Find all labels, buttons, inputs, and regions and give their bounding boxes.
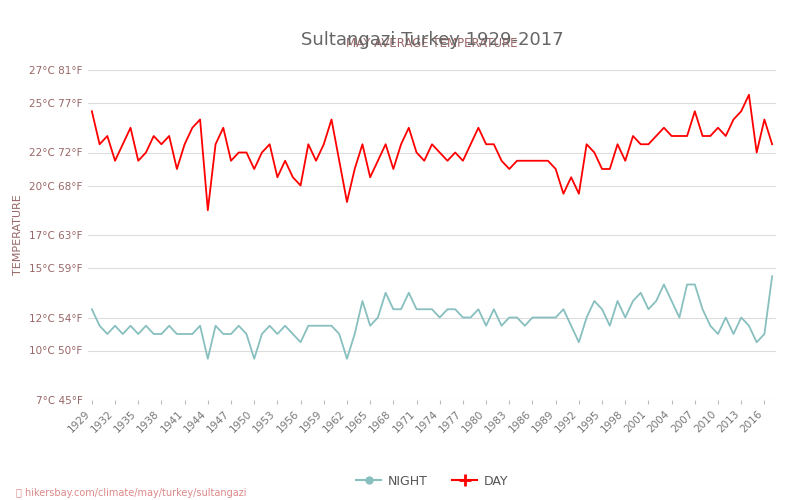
- Text: 📍 hikersbay.com/climate/may/turkey/sultangazi: 📍 hikersbay.com/climate/may/turkey/sulta…: [16, 488, 246, 498]
- Legend: NIGHT, DAY: NIGHT, DAY: [351, 470, 513, 492]
- Y-axis label: TEMPERATURE: TEMPERATURE: [14, 194, 23, 276]
- Title: Sultangazi Turkey 1929-2017: Sultangazi Turkey 1929-2017: [301, 31, 563, 49]
- Text: MAY AVERAGE TEMPERATURE: MAY AVERAGE TEMPERATURE: [346, 37, 518, 50]
